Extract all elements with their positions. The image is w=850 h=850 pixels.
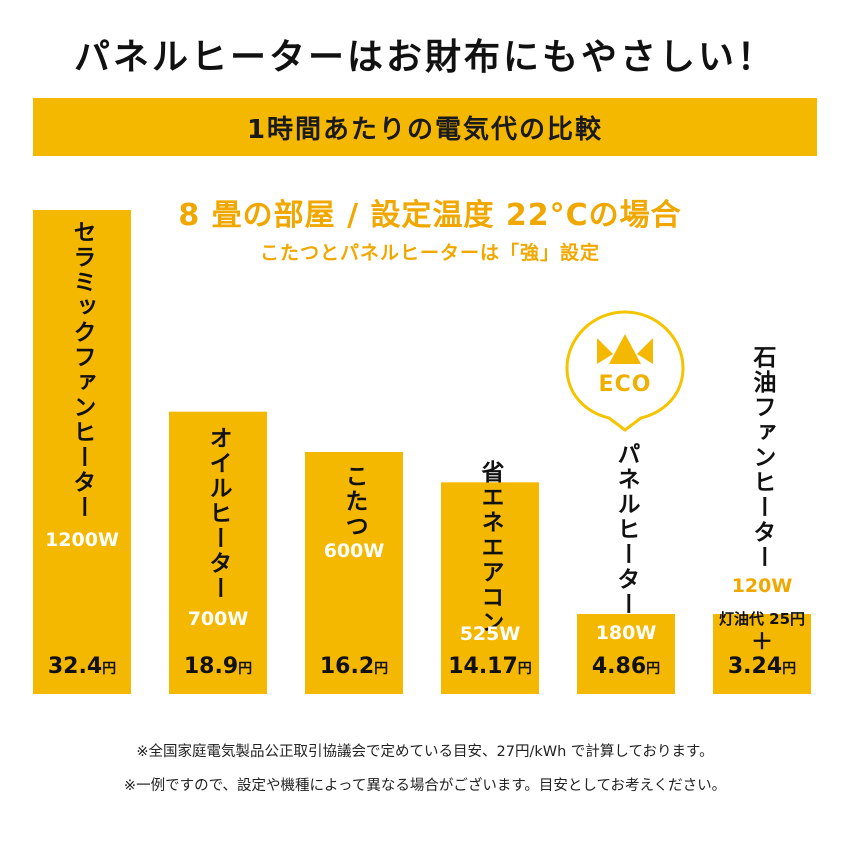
category-label: 省エネエアコン (477, 460, 503, 636)
category-label: 石油ファンヒーター (749, 345, 775, 570)
cost-unit: 円 (517, 661, 532, 677)
cost-value-label: 14.17円 (435, 654, 545, 679)
cost-value-label: 32.4円 (27, 654, 137, 679)
cost-value: 32.4 (47, 654, 103, 679)
wattage-label: 525W (459, 623, 521, 645)
category-label: こたつ (341, 464, 367, 539)
cost-unit: 円 (782, 661, 797, 677)
chart-title-banner: 1時間あたりの電気代の比較 (33, 98, 817, 156)
cost-unit: 円 (374, 661, 389, 677)
cost-unit: 円 (646, 661, 661, 677)
cost-value: 3.24 (727, 654, 783, 679)
setting-label: こたつとパネルヒーターは「強」設定 (259, 242, 600, 264)
wattage-label: 600W (323, 540, 385, 562)
chart-title: 1時間あたりの電気代の比較 (246, 114, 604, 145)
cost-value: 4.86 (591, 654, 647, 679)
cost-value: 16.2 (319, 654, 375, 679)
wattage-label: 180W (595, 622, 657, 644)
bar-5 (577, 614, 675, 694)
bar-1 (33, 210, 131, 694)
cost-value: 14.17 (448, 654, 518, 679)
cost-value-label: 18.9円 (163, 654, 273, 679)
category-label: パネルヒーター (613, 442, 639, 617)
fuel-cost-note: 灯油代 25円 (718, 610, 806, 628)
cost-unit: 円 (238, 661, 253, 677)
eco-crown-badge-icon (565, 310, 685, 432)
cost-unit: 円 (102, 661, 117, 677)
cost-value: 18.9 (183, 654, 239, 679)
page-headline: パネルヒーターはお財布にもやさしい！ (73, 37, 776, 78)
category-label: セラミックファンヒーター (69, 220, 95, 520)
wattage-label: 1200W (45, 529, 119, 551)
cost-value-label: 3.24円 (707, 654, 817, 679)
eco-badge-text: ECO (598, 372, 652, 397)
bar-6 (713, 614, 811, 694)
wattage-label: 700W (187, 608, 249, 630)
wattage-label: 120W (731, 575, 793, 597)
footnote-rate: ※全国家庭電気製品公正取引協議会で定めている目安、27円/kWh で計算しており… (136, 744, 714, 760)
plus-sign: ＋ (750, 630, 773, 655)
cost-value-label: 4.86円 (571, 654, 681, 679)
category-label: オイルヒーター (205, 425, 231, 601)
bar-4 (441, 482, 539, 694)
bar-3 (305, 452, 403, 694)
footnote-disclaimer: ※一例ですので、設定や機種によって異なる場合がございます。目安としてお考えくださ… (123, 778, 727, 794)
cost-value-label: 16.2円 (299, 654, 409, 679)
condition-label: 8 畳の部屋 / 設定温度 22°Cの場合 (178, 198, 682, 233)
bar-2 (169, 411, 267, 694)
